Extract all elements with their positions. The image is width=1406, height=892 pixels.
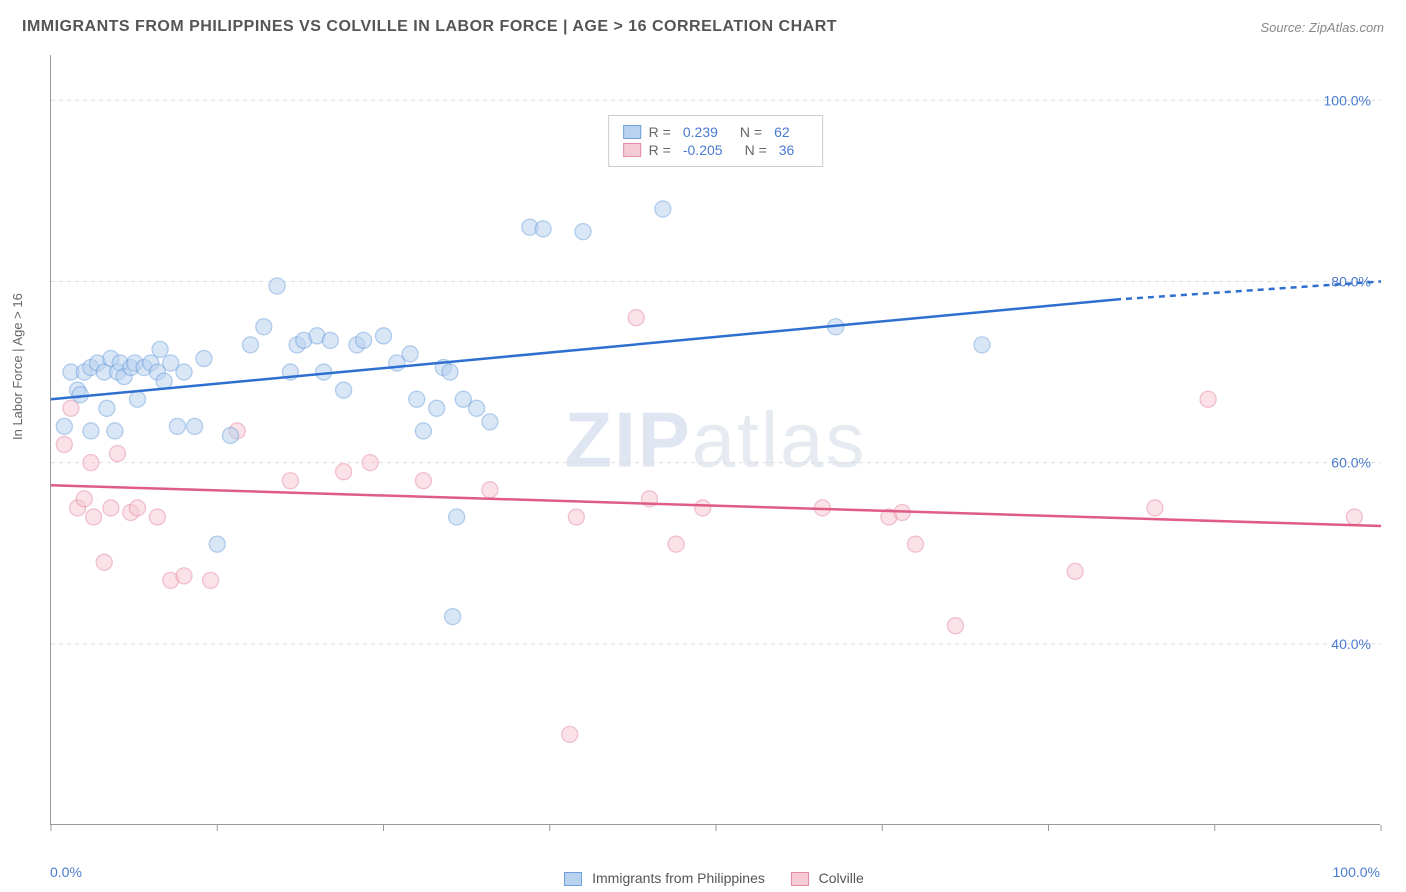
r-label: R = [649, 142, 671, 158]
swatch-b [623, 143, 641, 157]
legend-label-a: Immigrants from Philippines [592, 870, 765, 886]
swatch-a [623, 125, 641, 139]
legend-label-b: Colville [819, 870, 864, 886]
svg-text:40.0%: 40.0% [1331, 636, 1371, 652]
legend-swatch-a [564, 872, 582, 886]
svg-text:100.0%: 100.0% [1324, 92, 1371, 108]
n-value-b: 36 [779, 142, 795, 158]
bottom-legend: Immigrants from Philippines Colville [0, 870, 1406, 886]
n-label: N = [740, 124, 762, 140]
svg-text:60.0%: 60.0% [1331, 455, 1371, 471]
chart-svg: 40.0% 60.0% 80.0% 100.0% [51, 55, 1380, 824]
r-label: R = [649, 124, 671, 140]
source-label: Source: ZipAtlas.com [1260, 20, 1384, 35]
stats-row-b: R = -0.205 N = 36 [623, 142, 809, 158]
legend-swatch-b [791, 872, 809, 886]
svg-text:80.0%: 80.0% [1331, 273, 1371, 289]
plot-area: ZIPatlas 40.0%60.0%80.0%100.0% R = 0.239… [50, 55, 1380, 825]
n-label: N = [745, 142, 767, 158]
r-value-b: -0.205 [683, 142, 723, 158]
chart-title: IMMIGRANTS FROM PHILIPPINES VS COLVILLE … [22, 18, 837, 36]
y-axis-label: In Labor Force | Age > 16 [10, 293, 25, 440]
r-value-a: 0.239 [683, 124, 718, 140]
n-value-a: 62 [774, 124, 790, 140]
stats-legend: R = 0.239 N = 62 R = -0.205 N = 36 [608, 115, 824, 167]
stats-row-a: R = 0.239 N = 62 [623, 124, 809, 140]
